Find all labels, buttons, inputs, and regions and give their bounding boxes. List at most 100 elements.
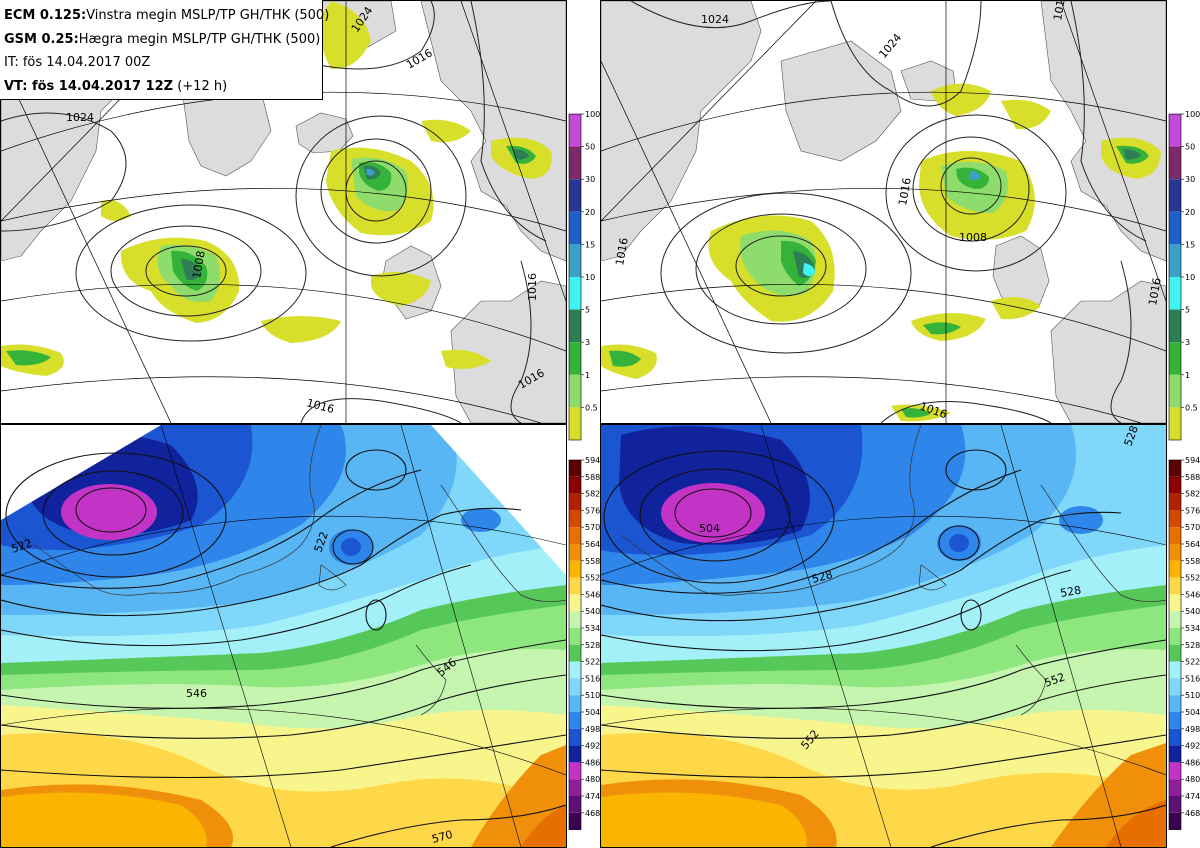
colorbar-tick-label: 552 xyxy=(585,574,600,583)
colorbar-swatch xyxy=(1169,779,1181,796)
isobar-label: 1008 xyxy=(190,250,208,280)
valid-time-line: VT: fös 14.04.2017 12Z (+12 h) xyxy=(4,75,322,99)
colorbar-swatch xyxy=(1169,678,1181,696)
colorbar-tick-label: 486 xyxy=(585,758,600,767)
ecm-thk-map: 522 522 546 546 570 xyxy=(0,424,567,848)
thk-colorbar-right-svg: 594 588 582 576 570 564 558 552 546 540 534 528 522 5… xyxy=(1168,456,1200,830)
ecm-info-line: ECM 0.125:Vinstra megin MSLP/TP GH/THK (… xyxy=(4,4,329,28)
colorbar-swatch xyxy=(1169,544,1181,561)
colorbar-tick-label: 522 xyxy=(585,658,600,667)
colorbar-tick-label: 50 xyxy=(585,143,595,152)
coastlines xyxy=(620,425,1166,716)
isobar-label: 1016 xyxy=(1146,277,1164,307)
precip-colorbar-right: 100 50 30 20 15 10 5 3 1 0.5 xyxy=(1167,110,1200,441)
colorbar-tick-label: 552 xyxy=(1185,574,1200,583)
colorbar-tick-label: 0.5 xyxy=(1185,403,1198,412)
colorbar-tick-label: 594 xyxy=(1185,456,1200,465)
colorbar-swatch xyxy=(1169,812,1181,830)
colorbar-swatch xyxy=(1169,762,1181,780)
colorbar-tick-label: 576 xyxy=(585,506,600,515)
isobar-label: 1016 xyxy=(613,237,631,267)
thk-colorbar-left: 594 588 582 576 570 564 558 552 546 540 534 528 522 5… xyxy=(567,456,600,830)
colorbar-tick-label: 15 xyxy=(585,240,595,249)
colorbar-tick-label: 5 xyxy=(585,306,590,315)
colorbar-swatch xyxy=(569,114,581,147)
colorbar-swatch xyxy=(569,146,581,180)
colorbar-swatch xyxy=(569,560,581,578)
colorbar-tick-label: 528 xyxy=(585,641,600,650)
colorbar-tick-label: 576 xyxy=(1185,506,1200,515)
colorbar-tick-label: 540 xyxy=(1185,607,1200,616)
land-scandinavia xyxy=(420,1,566,262)
colorbar-tick-label: 582 xyxy=(1185,490,1200,499)
colorbar-swatch xyxy=(1169,114,1181,147)
colorbar-swatch xyxy=(1169,493,1181,511)
coastlines xyxy=(20,425,566,716)
colorbar-tick-label: 5 xyxy=(1185,306,1190,315)
colorbar-swatch xyxy=(1169,179,1181,212)
colorbar-swatch xyxy=(569,577,581,595)
colorbar-swatch xyxy=(569,712,581,729)
land-greenland-east xyxy=(780,40,902,162)
colorbar-swatch xyxy=(569,779,581,796)
colorbar-swatch xyxy=(1169,309,1181,343)
colorbar-swatch xyxy=(569,179,581,212)
colorbar-tick-label: 570 xyxy=(585,523,600,532)
colorbar-swatch xyxy=(569,460,581,477)
colorbar-tick-label: 564 xyxy=(585,540,600,549)
colorbar-swatch xyxy=(1169,407,1181,440)
isobar-label: 1016 xyxy=(1051,1,1069,22)
isobar-label: 1024 xyxy=(876,31,904,61)
height-label: 504 xyxy=(699,522,720,535)
colorbar-swatch xyxy=(569,678,581,696)
gsm-mslp-map: 1024 1024 1016 1008 1016 1016 1016 1016 xyxy=(600,0,1167,424)
height-contours xyxy=(601,449,1166,847)
colorbar-tick-label: 20 xyxy=(1185,208,1195,217)
isobar-label: 1024 xyxy=(701,13,729,26)
graticule xyxy=(601,1,1166,423)
colorbar-swatch xyxy=(569,342,581,375)
thk-colorbar-left-svg: 594 588 582 576 570 564 558 552 546 540 534 528 522 5… xyxy=(568,456,600,830)
colorbar-swatch xyxy=(569,374,581,408)
no-data-area xyxy=(1,425,161,520)
land-europe xyxy=(1050,280,1166,423)
colorbar-tick-label: 3 xyxy=(585,338,590,347)
gsm-thk-map-svg: 504 528 528 552 552 528 xyxy=(601,425,1166,847)
colorbar-tick-label: 1 xyxy=(585,371,590,380)
colorbar-tick-label: 480 xyxy=(585,775,600,784)
colorbar-swatch xyxy=(1169,211,1181,245)
isobars xyxy=(630,1,1147,423)
colorbar-swatch xyxy=(569,812,581,830)
ecm-desc: Vinstra megin MSLP/TP GH/THK (500) xyxy=(86,8,330,23)
thk-colorbar-right: 594 588 582 576 570 564 558 552 546 540 534 528 522 5… xyxy=(1167,456,1200,830)
colorbar-tick-label: 30 xyxy=(1185,175,1195,184)
colorbar-swatch xyxy=(1169,374,1181,408)
colorbar-tick-label: 558 xyxy=(585,557,600,566)
colorbar-swatch xyxy=(1169,560,1181,578)
colorbar-swatch xyxy=(1169,611,1181,628)
gsm-mslp-map-svg: 1024 1024 1016 1008 1016 1016 1016 1016 xyxy=(601,1,1166,423)
colorbar-swatch xyxy=(1169,644,1181,662)
colorbar-tick-label: 522 xyxy=(1185,658,1200,667)
colorbar-tick-label: 504 xyxy=(585,708,600,717)
colorbar-swatch xyxy=(1169,577,1181,595)
colorbar-tick-label: 50 xyxy=(1185,143,1195,152)
colorbar-tick-label: 594 xyxy=(585,456,600,465)
colorbar-tick-label: 498 xyxy=(1185,725,1200,734)
colorbar-swatch xyxy=(1169,277,1181,310)
colorbar-tick-label: 510 xyxy=(1185,691,1200,700)
height-label: 570 xyxy=(430,828,454,846)
isobar-label: 1024 xyxy=(66,111,94,124)
colorbar-tick-label: 1 xyxy=(1185,371,1190,380)
colorbar-swatch xyxy=(1169,745,1181,763)
colorbar-swatch xyxy=(569,244,581,277)
colorbar-swatch xyxy=(1169,712,1181,729)
land-iceland xyxy=(295,112,354,154)
colorbar-tick-label: 30 xyxy=(585,175,595,184)
colorbar-tick-label: 10 xyxy=(585,273,595,282)
colorbar-swatch xyxy=(569,728,581,746)
colorbar-swatch xyxy=(569,277,581,310)
colorbar-swatch xyxy=(1169,342,1181,375)
colorbar-swatch xyxy=(1169,476,1181,494)
height-label: 528 xyxy=(1059,584,1082,600)
